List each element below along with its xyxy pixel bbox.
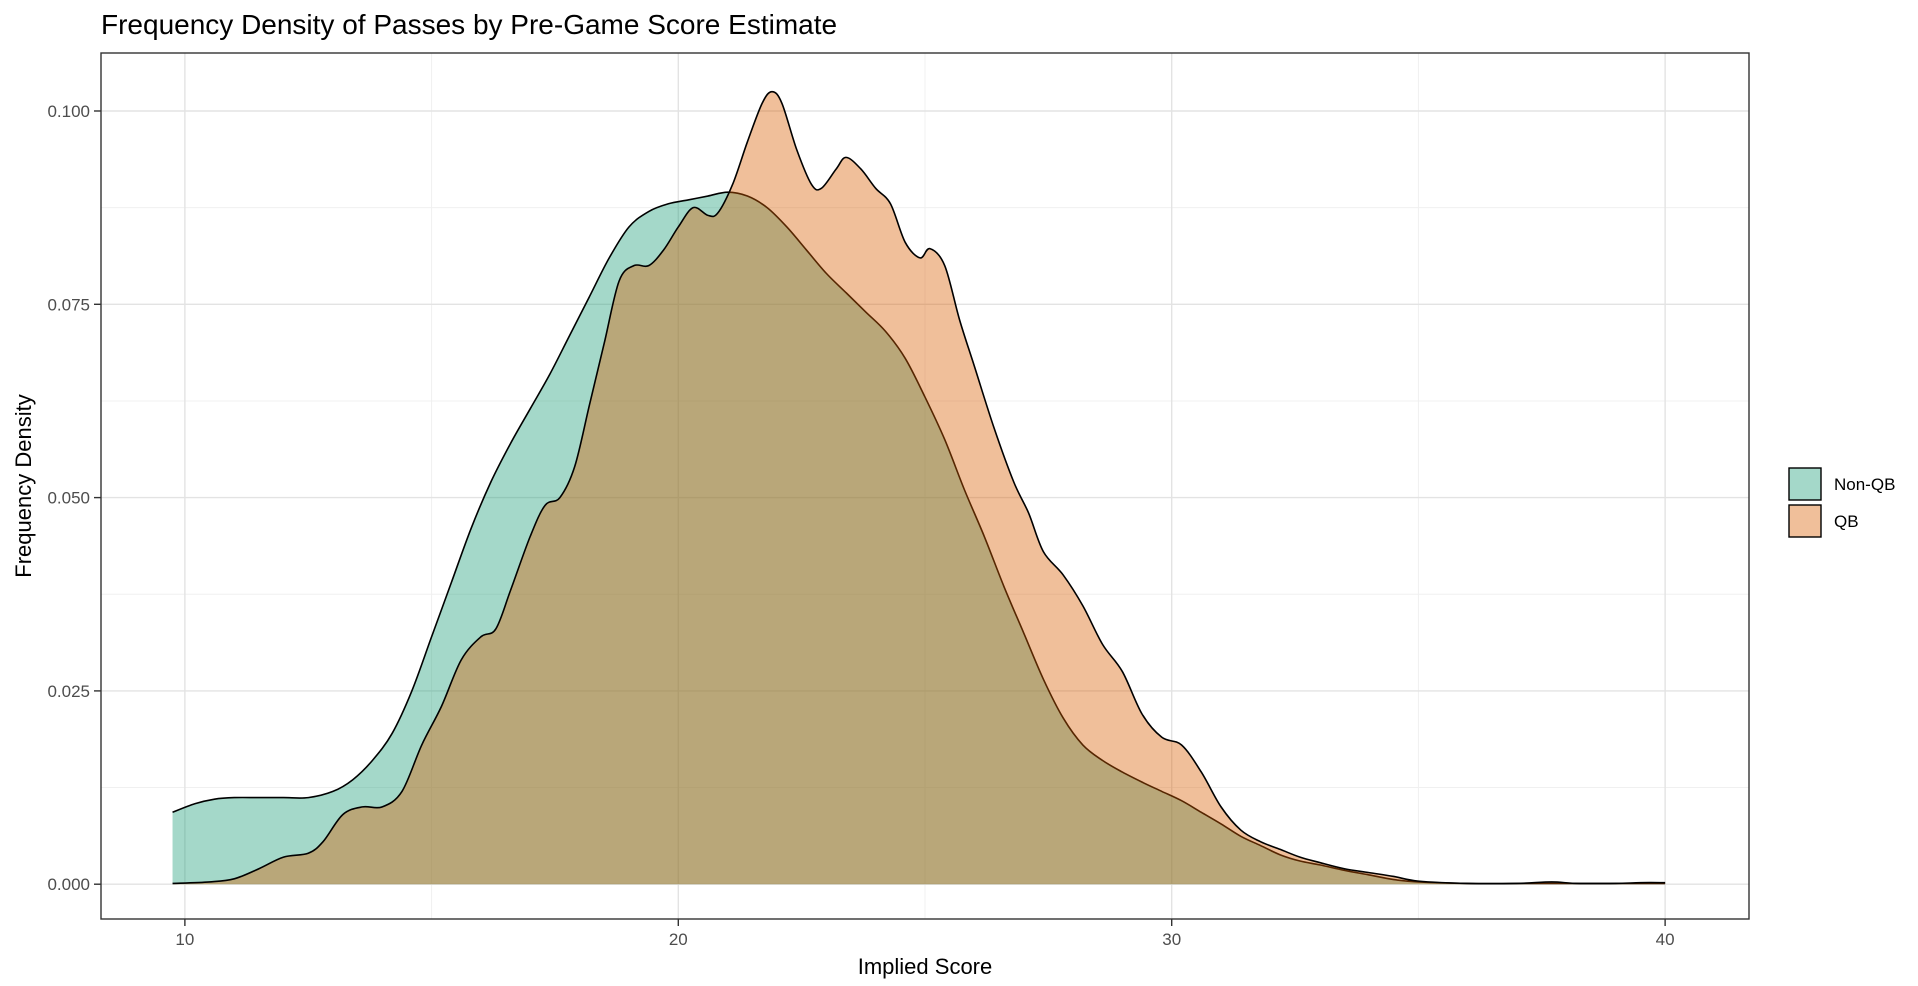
x-tick-label: 20 — [669, 930, 688, 949]
grid-minor — [101, 53, 1749, 919]
y-tick-label: 0.050 — [47, 489, 90, 508]
x-tick-label: 30 — [1162, 930, 1181, 949]
legend-label-non-qb: Non-QB — [1834, 475, 1895, 494]
density-area-non-qb — [172, 192, 1666, 885]
density-line-qb — [172, 90, 1666, 885]
y-tick-label: 0.100 — [47, 102, 90, 121]
y-axis: 0.000 0.025 0.050 0.075 0.100 — [47, 102, 101, 894]
x-tick-label: 40 — [1656, 930, 1675, 949]
grid-major — [101, 53, 1749, 919]
legend-label-qb: QB — [1834, 512, 1859, 531]
x-tick-label: 10 — [175, 930, 194, 949]
density-line-non-qb — [172, 191, 1666, 885]
y-tick-label: 0.000 — [47, 875, 90, 894]
series-layer — [172, 90, 1666, 885]
legend: Non-QB QB — [1788, 467, 1895, 538]
x-axis: 10 20 30 40 — [175, 919, 1675, 949]
y-tick-label: 0.075 — [47, 295, 90, 314]
x-axis-title: Implied Score — [858, 954, 993, 979]
legend-key-non-qb — [1788, 467, 1822, 501]
legend-key-bg — [1788, 504, 1822, 538]
legend-key-qb — [1788, 504, 1822, 538]
chart-title: Frequency Density of Passes by Pre-Game … — [101, 9, 837, 40]
density-area-qb — [172, 91, 1666, 885]
plot-border — [100, 52, 1750, 920]
y-axis-title: Frequency Density — [11, 394, 36, 577]
y-tick-label: 0.025 — [47, 682, 90, 701]
legend-key-bg — [1788, 467, 1822, 501]
